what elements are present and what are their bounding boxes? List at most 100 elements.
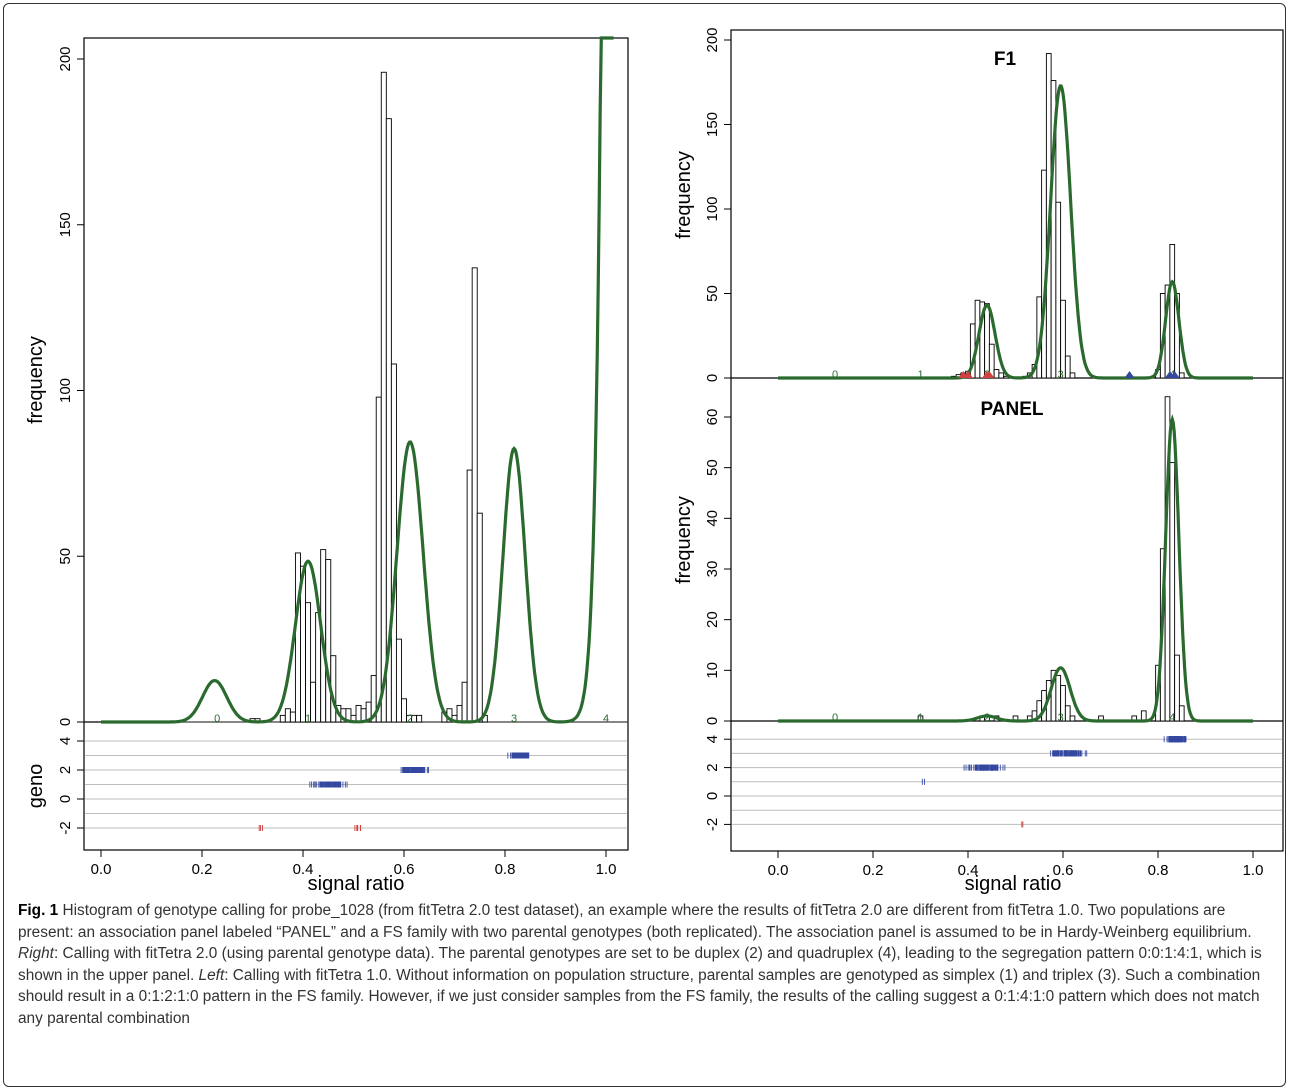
parental-sample-marker xyxy=(1169,371,1180,378)
histogram-bar xyxy=(390,363,397,723)
left-x-tick-label: 1.0 xyxy=(596,861,617,878)
histogram-bar xyxy=(1060,685,1066,722)
left-x-tick-label: 0.4 xyxy=(293,861,314,878)
left-x-tick-label: 0.8 xyxy=(495,861,516,878)
histogram-bar xyxy=(284,708,291,723)
left-geno-label: geno xyxy=(25,764,47,809)
right-x-tick-label: 0.6 xyxy=(1053,862,1074,879)
histogram-bar xyxy=(380,71,387,723)
left-class-label: 4 xyxy=(603,713,609,725)
right-bottom-class-label: 1 xyxy=(917,712,923,724)
right-bottom-y-tick-label: 20 xyxy=(704,611,721,628)
histogram-bar xyxy=(1060,299,1066,379)
left-y-tick-label: 200 xyxy=(57,46,74,71)
histogram-bar xyxy=(1069,372,1076,379)
right-top-class-label: 3 xyxy=(1058,369,1064,381)
histogram-bar xyxy=(461,681,468,723)
left-y-tick-label: 50 xyxy=(57,548,74,565)
right-bottom-class-label: 3 xyxy=(1058,712,1064,724)
right-bottom-y-tick-label: 10 xyxy=(704,662,721,679)
right-x-tick-label: 0.4 xyxy=(958,862,979,879)
caption-label: Fig. 1 xyxy=(18,902,59,919)
right-top-title: F1 xyxy=(994,49,1017,70)
right-plot-box xyxy=(730,29,1284,852)
left-class-label: 3 xyxy=(511,713,517,725)
right-bottom-title: PANEL xyxy=(981,399,1044,420)
right-top-y-tick-label: 0 xyxy=(704,374,721,382)
left-geno-tick-label: 0 xyxy=(57,795,74,803)
histogram-bar xyxy=(1055,201,1062,379)
histogram-bar xyxy=(1178,372,1185,379)
right-geno-tick-label: 0 xyxy=(704,792,721,800)
left-class-label: 0 xyxy=(214,713,220,725)
caption-right-word: Right xyxy=(18,945,54,963)
histogram-bar xyxy=(1169,244,1176,379)
right-bottom-y-tick-label: 50 xyxy=(704,459,721,476)
histogram-bar xyxy=(984,303,990,379)
histogram-bar xyxy=(355,704,362,723)
parental-sample-marker xyxy=(1124,371,1135,378)
left-bars xyxy=(249,71,488,723)
figure-frame xyxy=(3,3,1286,1087)
parental-sample-marker xyxy=(963,371,973,378)
histogram-bar xyxy=(1169,462,1176,722)
right-bottom-class-label: 4 xyxy=(1169,712,1175,724)
right-top-y-tick-label: 100 xyxy=(704,196,721,221)
right-bottom-y-axis-label: frequency xyxy=(673,496,695,584)
left-x-tick-label: 0.0 xyxy=(91,861,112,878)
right-bottom-class-label: 0 xyxy=(832,712,838,724)
right-top-fitted-curve xyxy=(778,84,1253,380)
histogram-bar xyxy=(416,714,423,723)
histogram-bar xyxy=(375,396,382,723)
right-geno-tick-label: 2 xyxy=(704,763,721,771)
histogram-bar xyxy=(325,559,332,723)
left-y-tick-label: 100 xyxy=(57,378,74,403)
left-class-label: 1 xyxy=(305,713,311,725)
right-top-y-tick-label: 150 xyxy=(704,112,721,137)
right-top-class-label: 1 xyxy=(917,369,923,381)
left-x-axis-label: signal ratio xyxy=(308,873,405,895)
right-top-bars xyxy=(950,53,1185,379)
right-bottom-class-label: 2 xyxy=(984,712,990,724)
histogram-bar xyxy=(310,681,317,723)
right-geno-tick-label: 4 xyxy=(704,735,721,743)
histogram-bar xyxy=(466,469,473,723)
right-top-y-axis-label: frequency xyxy=(673,151,695,239)
histogram-bar xyxy=(401,698,407,723)
histogram-bar xyxy=(471,267,478,723)
histogram-bar xyxy=(1178,705,1185,722)
histogram-bar xyxy=(289,711,296,723)
left-y-tick-label: 0 xyxy=(57,718,74,726)
right-bottom-y-tick-label: 30 xyxy=(704,561,721,578)
left-y-axis-label: frequency xyxy=(25,336,47,424)
right-top-y-tick-label: 200 xyxy=(704,27,721,52)
histogram-bar xyxy=(993,369,1000,379)
left-class-label: 2 xyxy=(407,713,413,725)
right-x-tick-label: 1.0 xyxy=(1243,862,1264,879)
caption-text-1: Histogram of genotype calling for probe_… xyxy=(18,902,1252,941)
histogram-bar xyxy=(1064,355,1071,379)
left-y-tick-label: 150 xyxy=(57,212,74,237)
left-geno-tick-label: 4 xyxy=(57,737,74,745)
caption-text-2: : Calling with fitTetra 2.0 (using paren… xyxy=(18,945,1262,984)
histogram-bar xyxy=(395,638,402,723)
histogram-bar xyxy=(305,602,312,723)
right-x-tick-label: 0.8 xyxy=(1148,862,1169,879)
left-geno-tick-label: -2 xyxy=(57,821,74,834)
left-x-tick-label: 0.2 xyxy=(192,861,213,878)
left-plot-box xyxy=(83,37,629,851)
caption-text-3: : Calling with fitTetra 1.0. Without inf… xyxy=(18,966,1261,1027)
right-x-tick-label: 0.2 xyxy=(863,862,884,879)
right-bottom-y-tick-label: 60 xyxy=(704,409,721,426)
right-bottom-y-tick-label: 0 xyxy=(704,717,721,725)
histogram-bar xyxy=(476,512,483,723)
right-geno-tick-label: -2 xyxy=(704,818,721,831)
right-bottom-y-tick-label: 40 xyxy=(704,510,721,527)
histogram-bar xyxy=(456,704,463,723)
histogram-bar xyxy=(998,372,1005,379)
left-geno-tick-label: 2 xyxy=(57,766,74,774)
left-x-tick-label: 0.6 xyxy=(394,861,415,878)
right-bottom-bars xyxy=(917,396,1185,722)
histogram-bar xyxy=(279,714,286,723)
